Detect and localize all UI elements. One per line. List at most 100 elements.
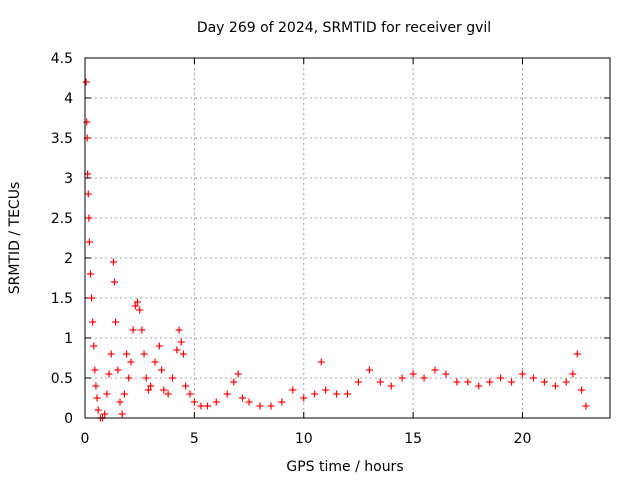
data-point (177, 338, 185, 346)
data-point (317, 358, 325, 366)
data-point (190, 398, 198, 406)
data-point (278, 398, 286, 406)
data-point (90, 342, 98, 350)
data-point (289, 386, 297, 394)
data-point (107, 350, 115, 358)
x-tick-label: 5 (190, 431, 199, 447)
data-point (173, 346, 181, 354)
data-point (140, 350, 148, 358)
data-point (311, 390, 319, 398)
data-point (409, 370, 417, 378)
data-point (245, 398, 253, 406)
y-tick-label: 4 (64, 91, 73, 107)
data-point (125, 374, 133, 382)
data-point (138, 326, 146, 334)
chart-title: Day 269 of 2024, SRMTID for receiver gvi… (197, 20, 491, 36)
data-point (197, 402, 205, 410)
data-point (101, 410, 109, 418)
data-point (103, 390, 111, 398)
y-axis-label: SRMTID / TECUs (7, 182, 23, 295)
data-point (118, 410, 126, 418)
data-point (164, 390, 172, 398)
data-point (204, 402, 211, 410)
data-point (267, 402, 275, 410)
data-point (223, 390, 231, 398)
data-point (186, 390, 194, 398)
x-tick-label: 10 (295, 431, 313, 447)
y-tick-label: 1 (64, 331, 73, 347)
data-point (93, 394, 101, 402)
data-point (114, 366, 122, 374)
data-point (155, 342, 163, 350)
y-tick-label: 0.5 (51, 371, 73, 387)
data-point (82, 78, 90, 86)
data-point (88, 294, 96, 302)
data-point (322, 386, 330, 394)
x-tick-labels: 0 5 10 15 20 (81, 431, 532, 447)
data-point (94, 406, 102, 414)
x-axis-label: GPS time / hours (286, 459, 403, 475)
data-point (105, 370, 113, 378)
data-point (91, 366, 99, 374)
data-point (127, 358, 135, 366)
data-point (151, 358, 159, 366)
y-tick-label: 1.5 (51, 291, 73, 307)
data-point (116, 398, 124, 406)
data-point (142, 374, 150, 382)
data-point (179, 350, 187, 358)
data-point (239, 394, 246, 402)
data-point (85, 214, 93, 222)
data-point (109, 258, 117, 266)
data-point (442, 370, 450, 378)
data-point (582, 402, 590, 410)
data-point (160, 386, 168, 394)
data-point (387, 382, 395, 390)
data-point (84, 190, 92, 198)
data-point (234, 370, 242, 378)
data-point (578, 386, 586, 394)
data-point (129, 326, 137, 334)
y-tick-label: 2 (64, 251, 73, 267)
data-point (529, 374, 537, 382)
data-point (131, 302, 139, 310)
data-point (85, 238, 93, 246)
data-point (175, 326, 183, 334)
plot-frame (84, 57, 611, 419)
x-tick-label: 20 (514, 431, 532, 447)
data-point (300, 394, 308, 402)
data-point (453, 378, 461, 386)
data-point (562, 378, 570, 386)
data-point (398, 374, 406, 382)
data-point (92, 382, 100, 390)
data-point (475, 382, 483, 390)
data-point (120, 390, 128, 398)
data-points (82, 78, 590, 422)
data-point (86, 270, 94, 278)
grid-lines (85, 58, 610, 418)
data-point (464, 378, 472, 386)
data-point (540, 378, 548, 386)
data-point (551, 382, 559, 390)
data-point (420, 374, 428, 382)
y-tick-labels: 0 0.5 1 1.5 2 2.5 3 3.5 4 4.5 (51, 51, 73, 427)
x-tick-label: 15 (404, 431, 422, 447)
data-point (333, 390, 341, 398)
y-tick-label: 4.5 (51, 51, 73, 67)
data-point (230, 378, 238, 386)
data-point (182, 382, 190, 390)
y-tick-label: 3.5 (51, 131, 73, 147)
y-tick-label: 2.5 (51, 211, 73, 227)
data-point (144, 386, 152, 394)
data-point (212, 398, 220, 406)
data-point (123, 350, 131, 358)
data-point (169, 374, 176, 382)
data-point (136, 306, 144, 314)
y-tick-label: 0 (64, 411, 73, 427)
data-point (573, 350, 581, 358)
data-point (365, 366, 373, 374)
data-point (89, 318, 97, 326)
data-point (158, 366, 166, 374)
data-point (431, 366, 439, 374)
